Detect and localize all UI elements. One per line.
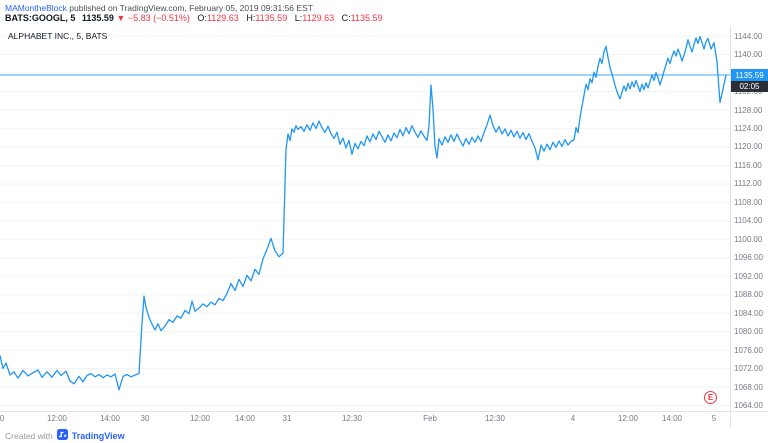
price-tick-label: 1068.00: [734, 382, 763, 392]
price-tick-label: 1064.00: [734, 401, 763, 410]
price-tick-label: 1072.00: [734, 364, 763, 373]
low-value: 1129.63: [302, 13, 335, 23]
created-with-text: Created with: [5, 430, 53, 441]
username-link[interactable]: MAMontheBlock: [5, 3, 67, 13]
time-tick-label: 31: [282, 414, 292, 423]
price-line-series: [0, 35, 727, 391]
price-tick-label: 1092.00: [734, 271, 763, 281]
symbol-interval: BATS:GOOGL, 5: [5, 13, 76, 23]
price-chart[interactable]: [0, 26, 730, 411]
footer: Created with TradingView: [5, 429, 125, 442]
change-arrow-icon: ▼: [116, 13, 126, 23]
price-tick-label: 1124.00: [734, 124, 763, 133]
low-label: L:: [294, 13, 303, 23]
gridlines: [0, 35, 730, 406]
price-tick-label: 1076.00: [734, 345, 763, 355]
high-label: H:: [246, 13, 256, 23]
close-label: C:: [341, 13, 351, 23]
time-tick-label: 14:00: [99, 414, 121, 423]
price-tick-label: 1116.00: [734, 160, 762, 170]
time-axis-separator: [0, 411, 768, 412]
price-axis-separator: [730, 26, 731, 428]
last-price-tag: 1135.59: [731, 69, 768, 81]
chart-legend[interactable]: ALPHABET INC., 5, BATS: [8, 31, 108, 41]
earnings-badge[interactable]: E: [704, 391, 717, 404]
time-tick-label: 4: [570, 414, 576, 423]
time-tick-label: 30: [140, 414, 150, 423]
time-tick-label: 12:00: [46, 414, 68, 423]
price-tick-label: 1108.00: [734, 197, 763, 207]
tradingview-logo-icon: [56, 429, 68, 442]
open-label: O:: [197, 13, 207, 23]
time-tick-label: 12:30: [341, 414, 363, 423]
price-tick-label: 1140.00: [734, 50, 763, 60]
close-value: 1135.59: [350, 13, 383, 23]
price-tick-label: 1144.00: [734, 31, 763, 41]
price-tick-label: 1088.00: [734, 290, 763, 300]
price-tick-label: 1096.00: [734, 253, 763, 263]
price-tick-label: 1120.00: [734, 142, 763, 152]
high-value: 1135.59: [255, 13, 288, 23]
price-tick-label: 1100.00: [734, 234, 763, 244]
change-text: −5.83 (−0.51%): [127, 13, 190, 23]
time-tick-label: 12:00: [189, 414, 211, 423]
price-tick-label: 1084.00: [734, 308, 763, 318]
publish-info: MAMontheBlock published on TradingView.c…: [5, 3, 313, 13]
price-tick-label: 1128.00: [734, 105, 763, 115]
time-tick-label: 12:00: [617, 414, 639, 423]
price-tick-label: 1112.00: [734, 179, 762, 189]
tradingview-brand-link[interactable]: TradingView: [71, 430, 125, 441]
time-tick-label: 12:30: [484, 414, 506, 423]
time-tick-label: 0: [0, 414, 5, 423]
quote-header: BATS:GOOGL, 5 1135.59 ▼ −5.83 (−0.51%) O…: [5, 13, 383, 23]
last-price: 1135.59: [81, 13, 114, 23]
price-tick-label: 1104.00: [734, 216, 763, 226]
published-text: published on TradingView.com, February 0…: [69, 3, 313, 13]
time-tick-label: 14:00: [234, 414, 256, 423]
time-tick-label: 5: [711, 414, 717, 423]
open-value: 1129.63: [206, 13, 239, 23]
price-tick-label: 1080.00: [734, 327, 763, 337]
bar-countdown: 02:05: [731, 81, 768, 92]
time-tick-label: 14:00: [661, 414, 683, 423]
time-tick-label: Feb: [423, 414, 437, 423]
